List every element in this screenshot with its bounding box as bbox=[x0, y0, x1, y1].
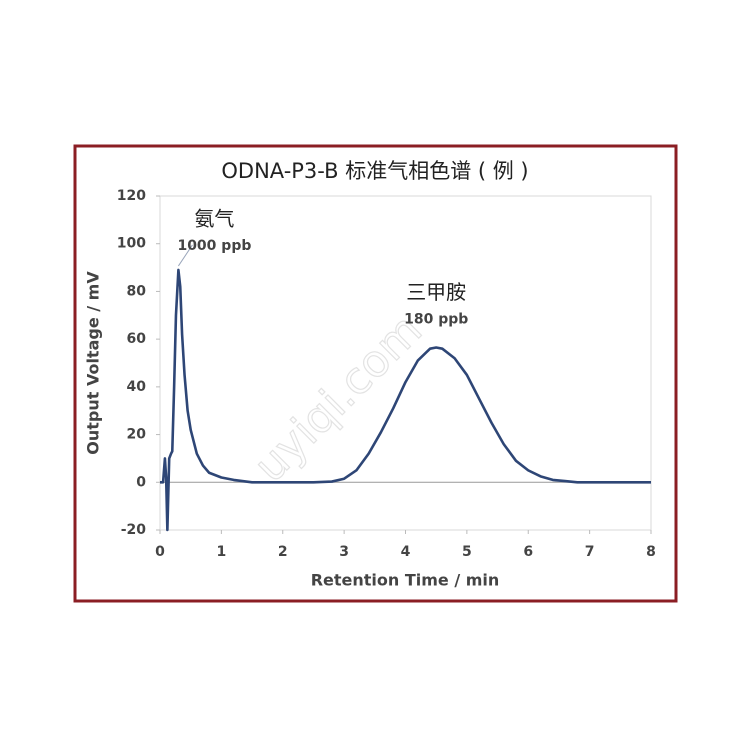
data-line bbox=[160, 268, 651, 532]
y-tick-label: 20 bbox=[127, 427, 147, 443]
y-tick-label: 0 bbox=[136, 474, 146, 490]
y-tick-label: 60 bbox=[127, 331, 147, 347]
x-tick-label: 8 bbox=[646, 544, 656, 560]
y-tick-label: -20 bbox=[121, 522, 147, 538]
annotation-label: 1000 ppb bbox=[177, 238, 251, 254]
chart-title: ODNA-P3-B 标准气相色谱 ( 例 ) bbox=[221, 159, 528, 183]
x-axis-label: Retention Time / min bbox=[311, 571, 500, 590]
x-tick-label: 5 bbox=[462, 544, 472, 560]
x-tick-label: 0 bbox=[155, 544, 165, 560]
y-axis-label: Output Voltage / mV bbox=[84, 271, 103, 455]
x-tick-label: 3 bbox=[339, 544, 349, 560]
y-tick-label: 40 bbox=[127, 379, 147, 395]
leader-line bbox=[177, 244, 193, 267]
y-tick-label: 120 bbox=[117, 188, 146, 204]
x-tick-label: 1 bbox=[217, 544, 227, 560]
y-tick-label: 80 bbox=[127, 283, 147, 299]
y-tick-label: 100 bbox=[117, 236, 146, 252]
annotation-name: 氨气 bbox=[194, 206, 234, 230]
x-tick-label: 4 bbox=[401, 544, 411, 560]
annotation-label: 180 ppb bbox=[404, 311, 468, 327]
x-tick-label: 6 bbox=[523, 544, 533, 560]
x-tick-label: 2 bbox=[278, 544, 288, 560]
annotation-name: 三甲胺 bbox=[406, 280, 466, 304]
x-tick-label: 7 bbox=[585, 544, 595, 560]
